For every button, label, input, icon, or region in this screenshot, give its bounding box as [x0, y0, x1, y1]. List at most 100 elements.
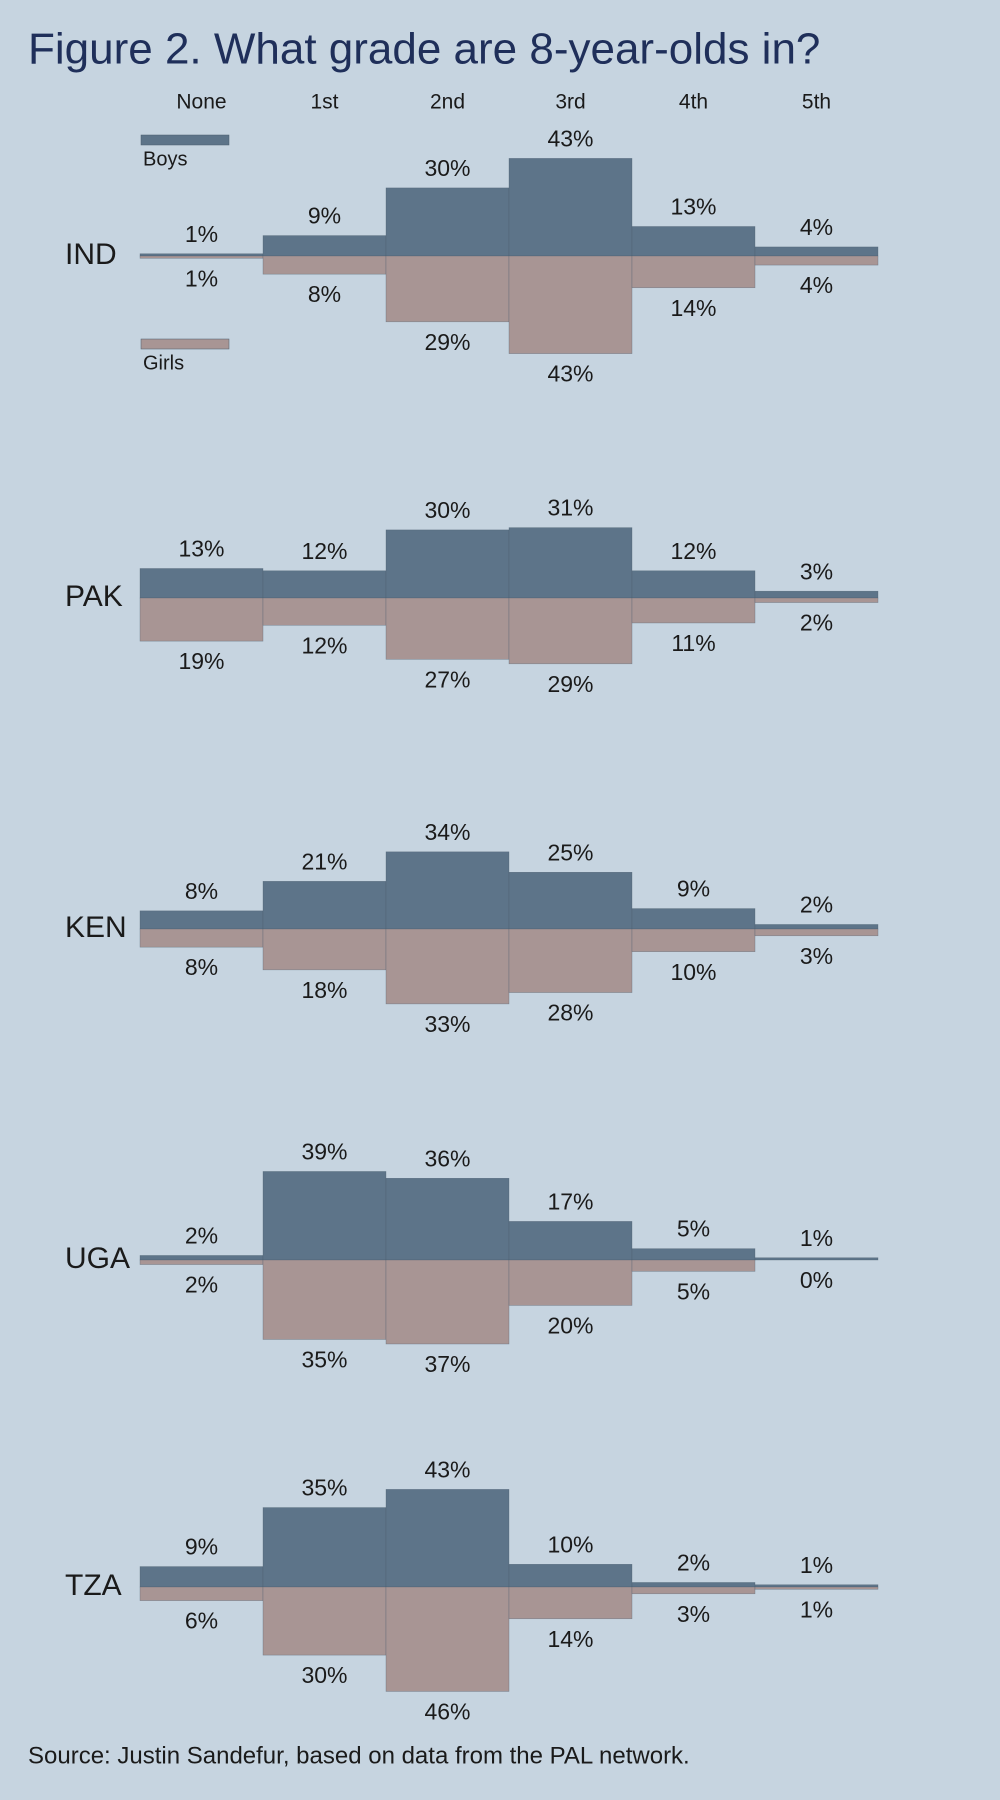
value-label: 5% [677, 1216, 710, 1242]
boys-bar [385, 187, 510, 257]
girls-bar [385, 1259, 510, 1345]
value-label: 39% [301, 1139, 347, 1165]
value-label: 2% [677, 1550, 710, 1576]
legend-label: Boys [143, 148, 187, 170]
column-header: None [176, 91, 226, 114]
girls-bar [631, 1586, 756, 1595]
value-label: 1% [800, 1552, 833, 1578]
boys-bar [754, 1584, 879, 1588]
value-label: 2% [185, 1272, 218, 1298]
value-label: 12% [301, 538, 347, 564]
girls-bar [508, 1586, 633, 1620]
boys-bar [631, 908, 756, 930]
girls-bar [385, 1586, 510, 1692]
value-label: 43% [424, 1456, 470, 1482]
boys-bar [262, 881, 387, 930]
boys-bar [262, 235, 387, 257]
value-label: 31% [547, 495, 593, 521]
country-label: IND [65, 238, 117, 271]
column-header: 2nd [430, 91, 465, 114]
value-label: 11% [671, 630, 715, 656]
girls-bar [631, 928, 756, 952]
value-label: 30% [424, 497, 470, 523]
country-label: TZA [65, 1569, 122, 1602]
girls-bar [139, 1586, 264, 1601]
value-label: 28% [547, 1000, 593, 1026]
value-label: 5% [677, 1278, 710, 1304]
column-header: 4th [679, 91, 708, 114]
value-label: 2% [185, 1223, 218, 1249]
girls-bar [139, 1259, 264, 1265]
value-label: 29% [547, 671, 593, 697]
boys-bar [754, 924, 879, 930]
country-label: UGA [65, 1242, 130, 1275]
value-label: 13% [670, 194, 716, 220]
column-header: 1st [310, 91, 338, 114]
girls-bar [139, 597, 264, 642]
value-label: 14% [547, 1626, 593, 1652]
girls-bar [508, 928, 633, 993]
legend-swatch [140, 338, 230, 350]
boys-bar [262, 570, 387, 599]
value-label: 20% [547, 1312, 593, 1338]
boys-bar [139, 910, 264, 930]
value-label: 43% [547, 125, 593, 151]
value-label: 3% [677, 1601, 710, 1627]
boys-bar [508, 1221, 633, 1261]
girls-bar [262, 1586, 387, 1656]
value-label: 1% [185, 221, 218, 247]
girls-bar [631, 597, 756, 624]
value-label: 30% [301, 1662, 347, 1688]
value-label: 2% [800, 610, 833, 636]
boys-bar [139, 1566, 264, 1588]
value-label: 9% [308, 203, 341, 229]
value-label: 17% [547, 1188, 593, 1214]
girls-bar [262, 928, 387, 971]
value-label: 13% [178, 536, 224, 562]
girls-bar [631, 255, 756, 289]
chart-title: Figure 2. What grade are 8-year-olds in? [28, 25, 820, 74]
girls-bar [508, 255, 633, 354]
value-label: 12% [670, 538, 716, 564]
value-label: 30% [424, 155, 470, 181]
value-label: 9% [185, 1534, 218, 1560]
value-label: 35% [301, 1347, 347, 1373]
value-label: 3% [800, 943, 833, 969]
boys-bar [139, 253, 264, 257]
girls-bar [754, 1586, 879, 1590]
girls-bar [508, 1259, 633, 1306]
girls-bar [754, 597, 879, 603]
boys-bar [508, 527, 633, 599]
column-header: 3rd [555, 91, 585, 114]
girls-bar [754, 928, 879, 937]
value-label: 10% [670, 959, 716, 985]
value-label: 37% [424, 1351, 470, 1377]
boys-bar [262, 1507, 387, 1588]
value-label: 6% [185, 1608, 218, 1634]
girls-bar [262, 255, 387, 275]
value-label: 1% [185, 265, 218, 291]
value-label: 29% [424, 329, 470, 355]
boys-bar [385, 1178, 510, 1261]
legend-label: Girls [143, 352, 184, 374]
legend-swatch [140, 134, 230, 146]
value-label: 19% [178, 648, 224, 674]
value-label: 9% [677, 876, 710, 902]
boys-bar [754, 590, 879, 599]
value-label: 14% [670, 295, 716, 321]
value-label: 21% [301, 848, 347, 874]
value-label: 18% [301, 977, 347, 1003]
value-label: 43% [547, 361, 593, 387]
boys-bar [631, 226, 756, 257]
boys-bar [508, 1564, 633, 1588]
boys-bar [631, 1248, 756, 1261]
value-label: 10% [547, 1531, 593, 1557]
value-label: 46% [424, 1698, 470, 1724]
girls-bar [508, 597, 633, 665]
boys-bar [385, 1489, 510, 1588]
boys-bar [631, 570, 756, 599]
country-label: KEN [65, 911, 127, 944]
girls-bar [262, 1259, 387, 1340]
